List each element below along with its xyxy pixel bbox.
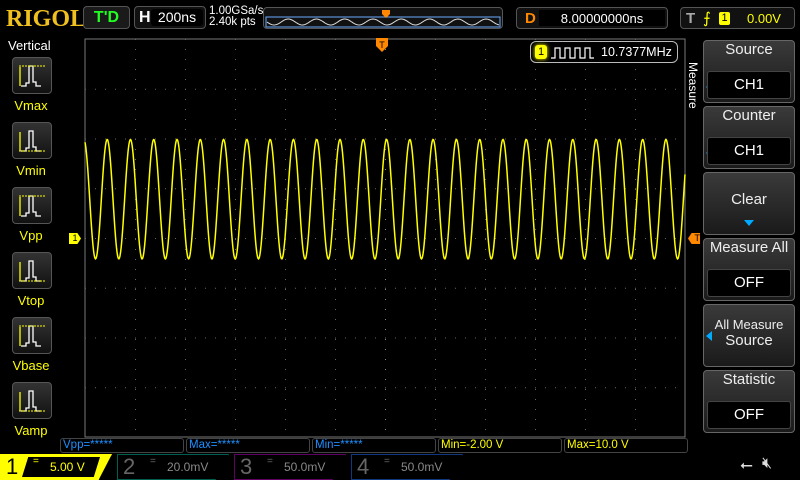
measure-label: Vmin	[16, 163, 46, 178]
measurement-item: Max=*****	[186, 438, 310, 453]
channel-1-button[interactable]: 1 = 5.00 V	[0, 454, 112, 480]
counter-channel: 1	[535, 45, 547, 59]
timebase-value: 200ns	[151, 9, 203, 26]
submenu-arrow-icon	[744, 220, 754, 226]
clear-label: Clear	[731, 191, 767, 208]
clear-button[interactable]: Clear	[703, 172, 795, 235]
channel-scale: 20.0mV	[167, 460, 209, 474]
channel-3-button[interactable]: 3 = 50.0mV	[234, 454, 346, 480]
vbase-icon	[19, 325, 45, 347]
all-measure-source-button[interactable]: All Measure Source	[703, 304, 795, 367]
measure-label: Vmax	[14, 98, 48, 113]
channel-scale: 50.0mV	[401, 460, 443, 474]
statistic-label: Statistic	[722, 371, 776, 388]
trigger-settings[interactable]: T ⨍ 1 0.00V	[680, 7, 795, 29]
channel-number: 3	[240, 454, 253, 479]
all-measure-source-label: Source	[725, 332, 773, 349]
delay-value: 8.00000000ns	[539, 10, 665, 26]
trigger-position-marker	[382, 10, 390, 18]
sample-rate: 1.00GSa/s	[209, 5, 264, 17]
measure-vamp-button[interactable]	[12, 382, 52, 419]
measure-vmax-button[interactable]	[12, 57, 52, 94]
measurement-item: Max=10.0 V	[564, 438, 688, 453]
horizontal-key: H	[139, 9, 151, 26]
statistic-value: OFF	[707, 401, 791, 429]
delay-key: D	[525, 10, 536, 27]
waveform-display[interactable]	[84, 38, 686, 438]
acquisition-info: 1.00GSa/s 2.40k pts	[209, 5, 264, 28]
channel-2-button[interactable]: 2 = 20.0mV	[117, 454, 229, 480]
measure-label: Vpp	[19, 228, 43, 243]
measure-all-label: Measure All	[709, 239, 789, 256]
horizontal-timebase[interactable]: H 200ns	[134, 6, 206, 29]
vmax-icon	[19, 65, 45, 87]
dc-coupling-icon: =	[384, 456, 390, 467]
measure-vbase-button[interactable]	[12, 317, 52, 354]
channel-scale: 5.00 V	[50, 460, 85, 474]
usb-icon: ⭠	[740, 457, 753, 474]
trigger-level: 0.00V	[747, 11, 781, 26]
channel-number: 2	[123, 454, 136, 479]
channel-1-offset-marker[interactable]: 1	[69, 233, 81, 244]
channel-4-button[interactable]: 4 = 50.0mV	[351, 454, 463, 480]
right-menu-title: Measure	[686, 40, 702, 128]
graticule	[85, 39, 676, 430]
counter-label: Counter	[722, 107, 776, 124]
statistic-button[interactable]: Statistic OFF	[703, 370, 795, 433]
channel-number: 1	[6, 454, 19, 479]
measure-vmin-button[interactable]	[12, 122, 52, 159]
memory-overview-wave	[265, 10, 501, 28]
memory-depth: 2.40k pts	[209, 16, 256, 28]
horizontal-delay[interactable]: D 8.00000000ns	[516, 7, 668, 29]
trigger-position-marker-top[interactable]: T	[376, 38, 390, 54]
channel-number: 4	[357, 454, 370, 479]
svg-text:T: T	[379, 40, 385, 50]
trigger-level-marker[interactable]: T	[688, 233, 700, 244]
dc-coupling-icon: =	[33, 456, 39, 467]
rigol-logo: RIGOL	[6, 6, 87, 32]
source-button[interactable]: Source CH1	[703, 40, 795, 103]
all-measure-label: All Measure	[714, 317, 784, 332]
rising-edge-icon: ⨍	[703, 10, 711, 27]
measure-label: Vamp	[14, 423, 48, 438]
trigger-key: T	[686, 10, 696, 27]
measure-all-value: OFF	[707, 269, 791, 297]
channel-1-waveform	[84, 138, 686, 261]
dc-coupling-icon: =	[267, 456, 273, 467]
measurement-item: Min=*****	[312, 438, 436, 453]
left-menu-title: Vertical	[8, 38, 51, 53]
measurement-item: Min=-2.00 V	[438, 438, 562, 453]
square-wave-icon	[551, 47, 594, 59]
frequency-counter: 1 10.7377MHz	[530, 41, 678, 63]
vamp-icon	[19, 390, 45, 412]
measure-all-button[interactable]: Measure All OFF	[703, 238, 795, 301]
source-label: Source	[725, 41, 773, 58]
counter-button[interactable]: Counter CH1	[703, 106, 795, 169]
memory-overview[interactable]	[263, 7, 503, 29]
speaker-muted-icon: 🔇︎	[762, 455, 773, 472]
measure-label: Vtop	[17, 293, 45, 308]
select-arrow-icon	[706, 331, 712, 341]
measure-vtop-button[interactable]	[12, 252, 52, 289]
source-value: CH1	[707, 71, 791, 99]
counter-source-value: CH1	[707, 137, 791, 165]
trigger-status[interactable]: T'D	[83, 6, 130, 29]
trigger-source: 1	[719, 12, 730, 25]
vtop-icon	[19, 260, 45, 282]
measure-label: Vbase	[12, 358, 50, 373]
measure-title: Measure	[686, 62, 700, 109]
measurement-item: Vpp=*****	[60, 438, 184, 453]
vmin-icon	[19, 130, 45, 152]
dc-coupling-icon: =	[150, 456, 156, 467]
counter-value: 10.7377MHz	[601, 45, 672, 59]
measure-vpp-button[interactable]	[12, 187, 52, 224]
channel-scale: 50.0mV	[284, 460, 326, 474]
vpp-icon	[19, 195, 45, 217]
